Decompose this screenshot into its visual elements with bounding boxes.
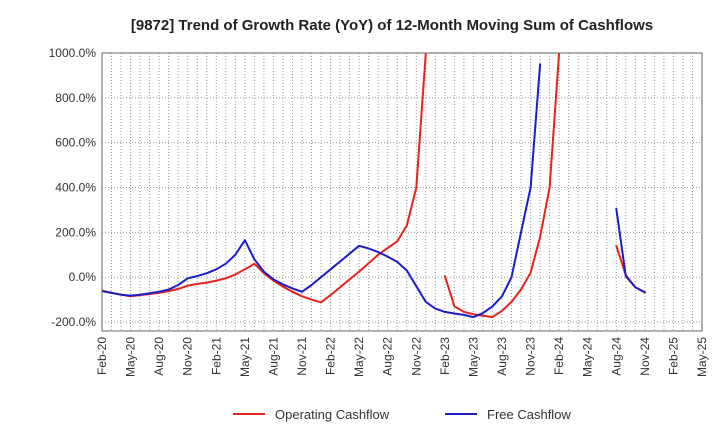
y-tick-label: 200.0% [55, 225, 96, 239]
x-tick-label: Nov-20 [181, 337, 195, 376]
x-tick-label: Aug-23 [495, 337, 509, 376]
x-tick-label: Feb-21 [209, 337, 223, 375]
x-tick-label: Nov-22 [409, 337, 423, 376]
x-tick-label: May-24 [581, 337, 595, 377]
x-tick-label: Feb-25 [666, 337, 680, 375]
legend-label: Free Cashflow [487, 407, 571, 422]
x-tick-label: Feb-24 [552, 337, 566, 375]
x-axis-ticks: Feb-20 May-20 Aug-20 Nov-20 Feb-21 May-21 Aug-… [95, 337, 709, 377]
legend-label: Operating Cashflow [275, 407, 390, 422]
series-lines [102, 53, 646, 319]
series-line-free-cashflow [102, 63, 542, 319]
x-tick-label: May-25 [695, 337, 709, 377]
x-tick-label: Nov-23 [524, 337, 538, 376]
y-tick-label: 800.0% [55, 91, 96, 105]
y-tick-label: -200.0% [51, 315, 96, 329]
x-tick-label: Feb-20 [95, 337, 109, 375]
y-tick-label: 600.0% [55, 136, 96, 150]
x-tick-label: May-21 [238, 337, 252, 377]
x-tick-label: Nov-21 [295, 337, 309, 376]
x-tick-label: Aug-22 [381, 337, 395, 376]
y-tick-label: 400.0% [55, 181, 96, 195]
legend: Operating Cashflow Free Cashflow [233, 407, 571, 422]
x-tick-label: May-20 [124, 337, 138, 377]
x-tick-label: Aug-24 [609, 337, 623, 376]
plot-area-frame [101, 52, 703, 332]
x-tick-label: Feb-22 [324, 337, 338, 375]
x-tick-label: Feb-23 [438, 337, 452, 375]
x-tick-label: Aug-20 [152, 337, 166, 376]
series-line-operating-cashflow [443, 53, 561, 319]
y-tick-label: 1000.0% [49, 46, 97, 60]
x-tick-label: May-23 [466, 337, 480, 377]
y-tick-label: 0.0% [69, 270, 97, 284]
x-tick-label: May-22 [352, 337, 366, 377]
chart-title: [9872] Trend of Growth Rate (YoY) of 12-… [131, 17, 653, 34]
x-tick-label: Aug-21 [266, 337, 280, 376]
series-line-free-cashflow [615, 207, 646, 294]
series-line-operating-cashflow [615, 244, 646, 294]
x-tick-label: Nov-24 [638, 337, 652, 376]
series-line-operating-cashflow [102, 53, 427, 304]
y-axis-ticks: -200.0% 0.0% 200.0% 400.0% 600.0% 800.0% 1000.… [49, 46, 97, 329]
gridlines [101, 52, 703, 331]
